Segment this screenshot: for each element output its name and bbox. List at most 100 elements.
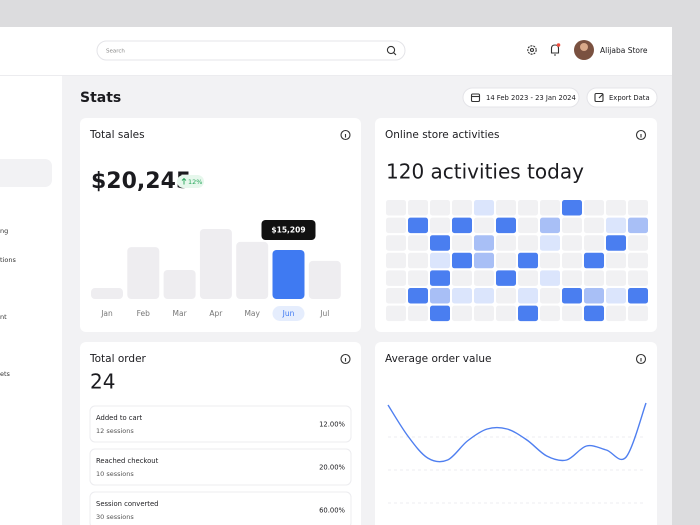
activity-cell [452,217,472,234]
line-series [387,402,647,463]
info-icon[interactable] [340,353,351,365]
activity-cell [474,270,494,286]
activity-cell [584,252,604,269]
activity-cell [606,305,626,322]
chart-guides [388,436,646,504]
activity-cell [562,270,582,286]
order-row [89,405,352,443]
activity-cell [430,305,450,322]
activity-cell [452,270,472,286]
order-percent: 12.00% [319,421,345,429]
date-picker[interactable] [462,87,580,108]
search-box[interactable] [96,40,406,61]
activity-cell [540,235,560,251]
activity-cell [386,200,406,216]
settings-icon[interactable] [527,45,537,55]
order-percent: 60.00% [319,507,345,515]
card [80,118,361,332]
calendar-icon [470,93,481,103]
order-sessions: 30 sessions [96,513,134,521]
card-title: Total sales [89,129,145,141]
bar [91,288,123,299]
bar [127,247,160,299]
order-label: Session converted [96,500,158,508]
activity-cell [540,200,560,216]
activity-cell [628,235,648,251]
activity-cell [474,217,494,234]
activity-cell [452,252,472,269]
activity-cell [606,252,626,269]
activity-cell [628,288,648,304]
activity-cell [540,252,560,269]
activity-cell [496,288,516,304]
sidebar-item[interactable]: nt [0,313,7,321]
activity-cell [452,200,472,216]
month-label: Jul [319,309,329,318]
activity-cell [584,235,604,251]
export-button[interactable] [586,87,658,108]
activity-cell [386,270,406,286]
activity-cell [452,305,472,322]
activity-cell [452,288,472,304]
date-range: 14 Feb 2023 - 23 Jan 2024 [486,94,576,102]
activity-cell [408,252,428,269]
activity-cell [430,288,450,304]
search-icon [386,45,397,56]
sidebar-item[interactable]: tions [0,256,16,264]
activity-cell [474,305,494,322]
activity-cell [606,270,626,286]
info-icon[interactable] [340,129,351,141]
activity-cell [386,252,406,269]
order-label: Added to cart [96,414,142,422]
order-row [89,491,352,525]
activity-cell [496,200,516,216]
activity-cell [562,288,582,304]
activity-cell [518,288,538,304]
order-sessions: 10 sessions [96,470,134,478]
activity-cell [408,288,428,304]
activity-cell [496,235,516,251]
activity-cell [606,235,626,251]
card-title: Total order [89,353,147,365]
export-label: Export Data [609,94,650,102]
bar [236,241,269,299]
activity-cell [628,252,648,269]
activity-cell [606,217,626,234]
change-value: 12% [188,178,202,186]
activity-cell [496,252,516,269]
avatar-face [580,43,588,51]
up-arrow [181,177,187,185]
order-percent: 20.00% [319,464,345,472]
info-icon[interactable] [635,353,647,365]
activity-cell [518,235,538,251]
info-icon[interactable] [635,129,647,141]
card-title: Average order value [385,353,491,365]
activity-cell [584,270,604,286]
activity-cell [496,305,516,322]
activity-cell [474,235,494,251]
sidebar [0,75,62,525]
card-title: Online store activities [385,129,499,141]
activity-cell [562,217,582,234]
activity-cell [628,217,648,234]
sidebar-item[interactable]: ng [0,227,8,235]
bell-icon[interactable] [550,43,561,56]
sales-amount: $20,245 [91,169,191,194]
user-name[interactable]: Alijaba Store [600,46,648,55]
activity-cell [628,270,648,286]
activity-cell [584,305,604,322]
order-sessions: 12 sessions [96,427,134,435]
activity-cell [518,252,538,269]
activity-cell [562,200,582,216]
activity-cell [518,200,538,216]
sidebar-item[interactable]: ets [0,370,11,378]
sidebar-active [0,159,52,187]
activity-cell [496,270,516,286]
activity-cell [408,200,428,216]
activity-cell [518,270,538,286]
divider [0,75,672,76]
order-label: Reached checkout [96,457,159,465]
activity-cell [430,200,450,216]
activity-cell [562,305,582,322]
